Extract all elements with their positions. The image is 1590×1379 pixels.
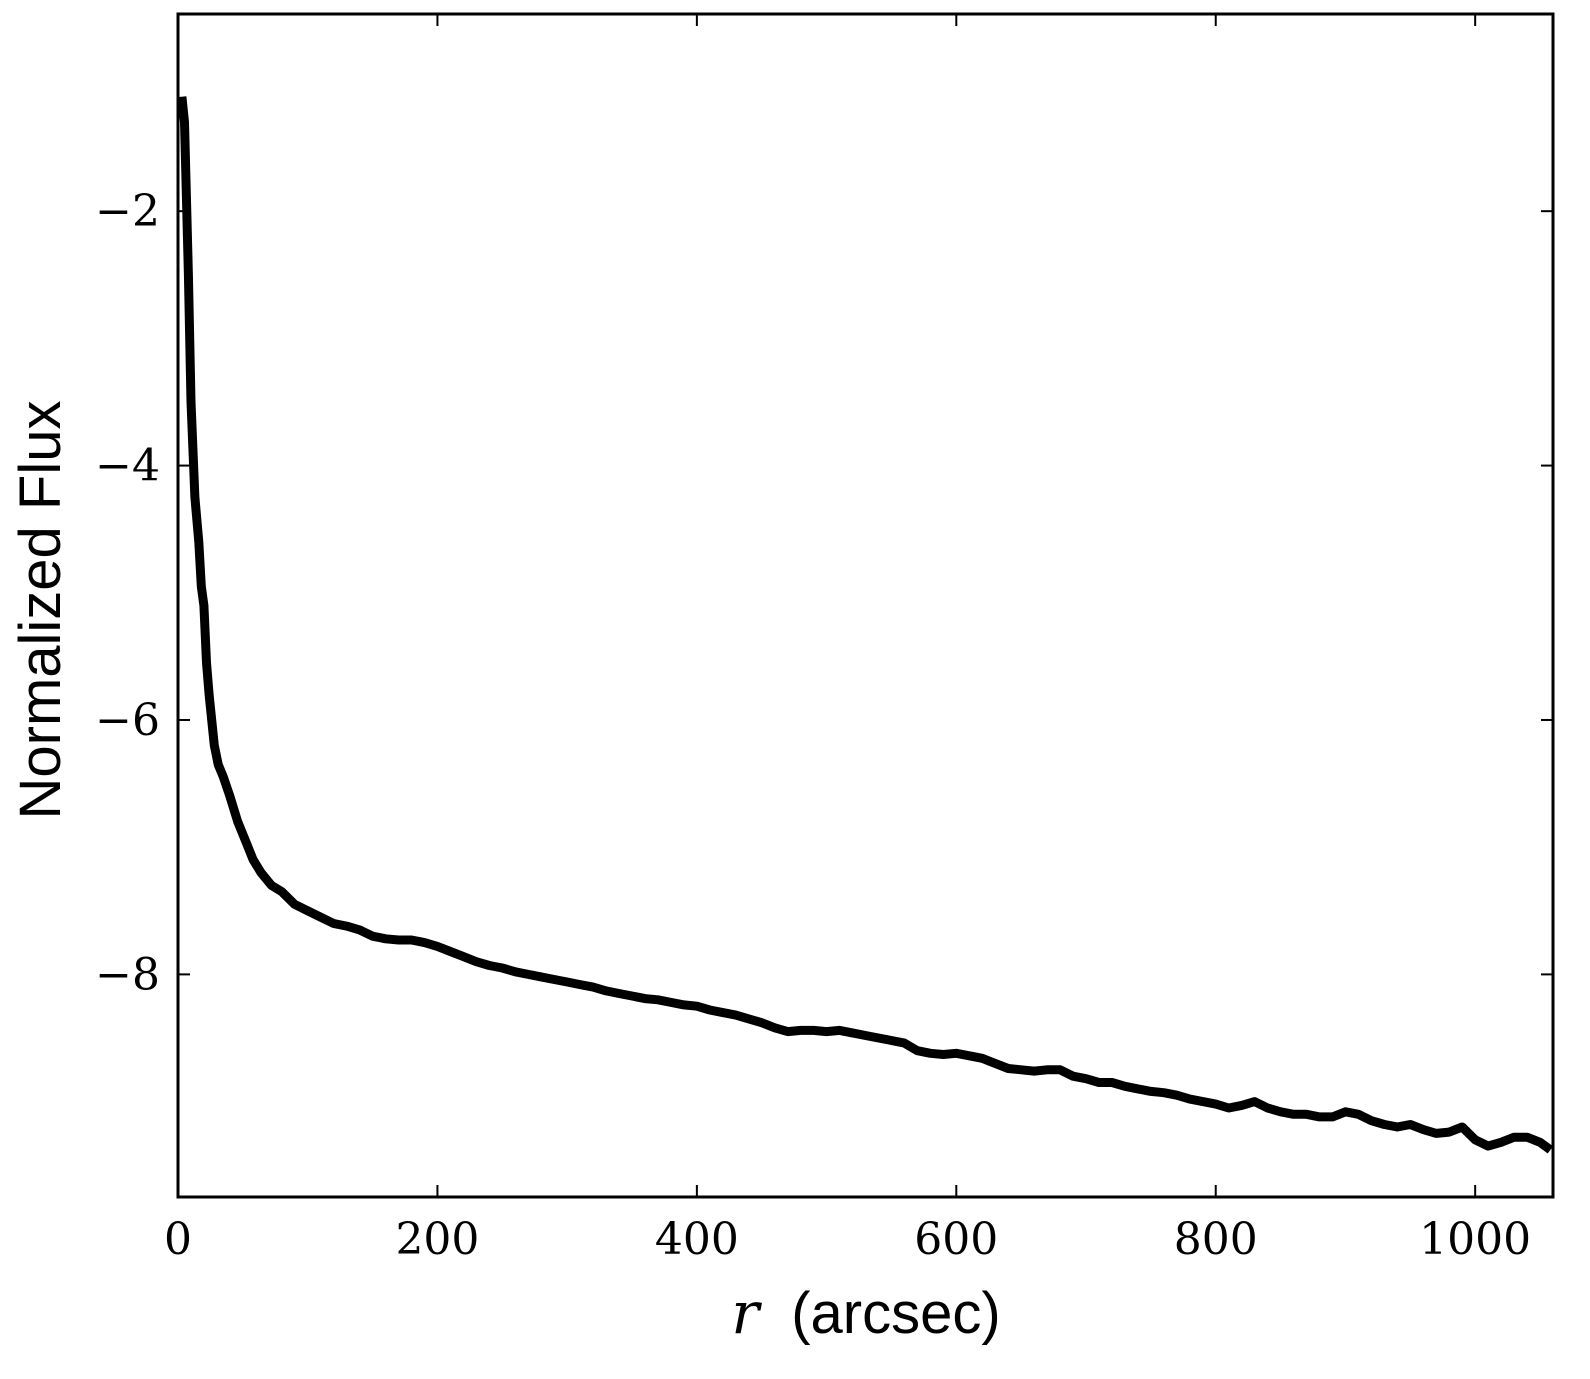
x-axis-label: r (arcsec) (731, 1279, 1000, 1347)
x-tick-label: 400 (655, 1214, 739, 1265)
x-tick-label: 0 (164, 1214, 192, 1265)
y-tick-label: −4 (95, 441, 160, 492)
flux-profile-line (177, 96, 1554, 1154)
plot-area: 0 200 400 600 800 1000 −2 −4 −6 −8 (95, 12, 1555, 1265)
y-tick-label: −6 (95, 695, 160, 746)
x-tick-label: 200 (395, 1214, 479, 1265)
x-axis-variable: r (731, 1279, 762, 1347)
x-axis-unit: (arcsec) (791, 1281, 1000, 1346)
x-tick-label: 1000 (1419, 1214, 1531, 1265)
y-axis-ticks: −2 −4 −6 −8 (95, 186, 1553, 1000)
y-tick-label: −8 (95, 949, 160, 1000)
x-tick-label: 600 (914, 1214, 998, 1265)
x-tick-label: 800 (1174, 1214, 1258, 1265)
y-axis-label: Normalized Flux (8, 401, 73, 820)
series-layer (177, 96, 1554, 1154)
x-axis-ticks: 0 200 400 600 800 1000 (164, 14, 1531, 1265)
plot-frame (176, 12, 1555, 1199)
y-tick-label: −2 (95, 186, 160, 237)
